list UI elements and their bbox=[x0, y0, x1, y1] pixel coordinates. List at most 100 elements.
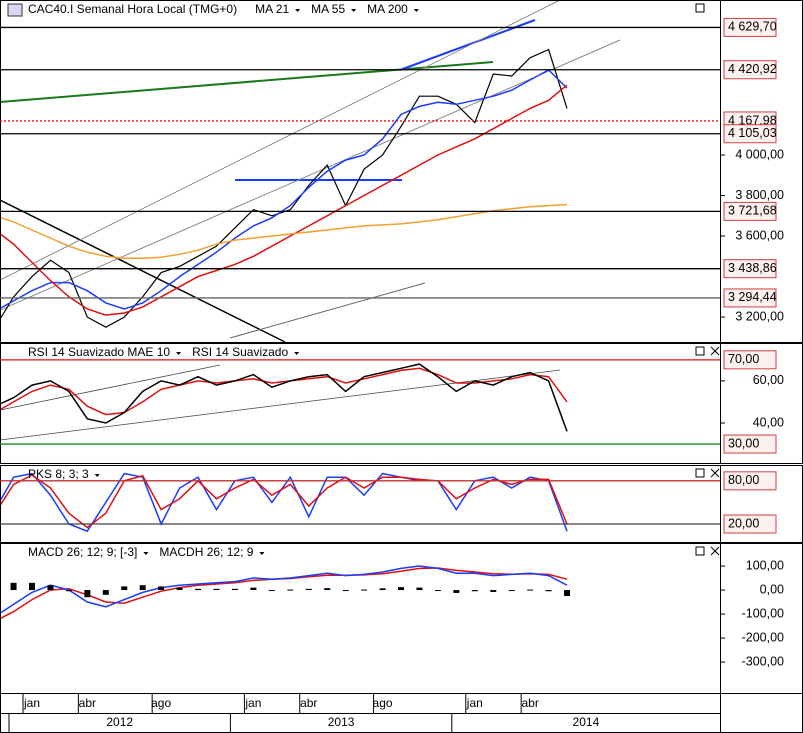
level-label: 4 420,92 bbox=[728, 62, 777, 76]
x-tick-label: abr bbox=[79, 696, 96, 710]
histogram-bar bbox=[213, 588, 220, 591]
legend-entry: MACDH 26; 12; 9 bbox=[159, 545, 253, 559]
y-tick-label: 40,00 bbox=[753, 415, 784, 429]
histogram-bar bbox=[305, 588, 312, 591]
level-label-box bbox=[723, 60, 777, 80]
trend-line bbox=[0, 61, 494, 103]
legend-menu-arrow bbox=[351, 9, 357, 12]
y-tick-label: 3 800,00 bbox=[735, 188, 784, 202]
level-label: 20,00 bbox=[728, 516, 759, 530]
window-button bbox=[695, 346, 705, 356]
x-tick-label: abr bbox=[300, 696, 317, 710]
year-label: 2012 bbox=[106, 715, 133, 729]
histogram-bar bbox=[324, 588, 331, 591]
level-label-box bbox=[723, 434, 777, 454]
series-line bbox=[0, 84, 568, 316]
y-tick-label: 3 600,00 bbox=[735, 228, 784, 242]
legend-menu-arrow bbox=[259, 552, 265, 555]
histogram-bar bbox=[250, 587, 257, 591]
series-line bbox=[0, 48, 568, 328]
year-label: 2013 bbox=[328, 715, 355, 729]
x-tick-label: ago bbox=[151, 696, 171, 710]
level-label: 70,00 bbox=[728, 352, 759, 366]
legend-entry: RSI 14 Suavizado MAE 10 bbox=[28, 345, 170, 359]
drawings bbox=[0, 0, 621, 441]
histogram-bar bbox=[398, 587, 404, 591]
x-tick-label: ago bbox=[373, 696, 393, 710]
channel-line bbox=[229, 282, 426, 339]
legend-entry: MA 200 bbox=[367, 2, 408, 16]
level-label: 4 629,70 bbox=[728, 20, 777, 34]
histogram-bar bbox=[471, 590, 478, 592]
histogram-bar bbox=[10, 582, 17, 591]
legend-menu-arrow bbox=[143, 552, 149, 555]
level-label: 3 721,68 bbox=[728, 204, 777, 218]
legend-entry: PKS 8; 3; 3 bbox=[28, 467, 89, 481]
legend-menu-arrow bbox=[413, 9, 419, 12]
legend-menu-arrow bbox=[295, 9, 301, 12]
histogram-bar bbox=[287, 589, 294, 591]
histogram-bar bbox=[490, 590, 497, 592]
level-label: 3 438,86 bbox=[728, 261, 777, 275]
histogram-bar bbox=[361, 589, 368, 591]
legend-entry: RSI 14 Suavizado bbox=[192, 345, 288, 359]
level-label-box bbox=[723, 471, 777, 491]
histogram-bar bbox=[342, 590, 349, 592]
histogram-bar bbox=[434, 590, 441, 592]
level-label: 3 294,44 bbox=[728, 290, 777, 304]
histogram-bar bbox=[564, 590, 571, 597]
trend-line bbox=[399, 19, 536, 71]
y-tick-label: 0,00 bbox=[760, 582, 784, 596]
histogram-bar bbox=[139, 585, 146, 591]
legend-entry: MACD 26; 12; 9; [-3] bbox=[28, 545, 137, 559]
level-label-box bbox=[723, 124, 777, 144]
y-tick-label: -100,00 bbox=[742, 606, 784, 620]
x-tick-label: abr bbox=[521, 696, 538, 710]
histogram-bar bbox=[84, 590, 91, 598]
histogram-bar bbox=[508, 590, 515, 592]
histogram-bar bbox=[545, 590, 552, 592]
window-button bbox=[695, 3, 705, 13]
level-label-box bbox=[723, 350, 777, 370]
year-label: 2014 bbox=[573, 715, 600, 729]
channel-line bbox=[0, 369, 561, 441]
level-label-box bbox=[723, 201, 777, 221]
series-line bbox=[0, 474, 568, 529]
histogram-bar bbox=[379, 588, 386, 591]
close-button bbox=[710, 546, 720, 556]
y-tick-label: -300,00 bbox=[742, 654, 784, 668]
y-tick-label: -200,00 bbox=[742, 630, 784, 644]
y-tick-label: 4 000,00 bbox=[735, 147, 784, 161]
histogram-bar bbox=[29, 582, 35, 591]
legend-entry: MA 21 bbox=[255, 2, 289, 16]
histogram-bar bbox=[268, 590, 275, 592]
histogram-bar bbox=[416, 587, 423, 591]
level-label-box bbox=[723, 17, 777, 37]
chart-title: CAC40.I Semanal Hora Local (TMG+0) bbox=[28, 2, 237, 16]
x-tick-label: jan bbox=[244, 696, 261, 710]
histogram-bar bbox=[527, 589, 534, 591]
plot-area bbox=[0, 48, 571, 620]
level-label-box bbox=[723, 288, 777, 308]
legend-menu-arrow bbox=[94, 474, 100, 477]
window-button bbox=[695, 468, 705, 478]
level-label: 4 167,98 bbox=[728, 113, 777, 127]
channel-line bbox=[0, 0, 561, 281]
histogram-bar bbox=[65, 590, 72, 592]
trend-line bbox=[0, 199, 286, 343]
histogram-bar bbox=[121, 586, 128, 591]
histogram-bar bbox=[453, 590, 460, 593]
histogram-bar bbox=[176, 587, 183, 591]
histogram-bar bbox=[231, 588, 238, 591]
histogram-bar bbox=[195, 588, 202, 591]
level-label: 80,00 bbox=[728, 473, 759, 487]
channel-line bbox=[0, 39, 621, 311]
legend-menu-arrow bbox=[176, 352, 182, 355]
series-line bbox=[0, 363, 568, 432]
legend-menu-arrow bbox=[294, 352, 300, 355]
level-label: 30,00 bbox=[728, 436, 759, 450]
histogram-bar bbox=[47, 585, 54, 591]
level-label: 4 105,03 bbox=[728, 126, 777, 140]
